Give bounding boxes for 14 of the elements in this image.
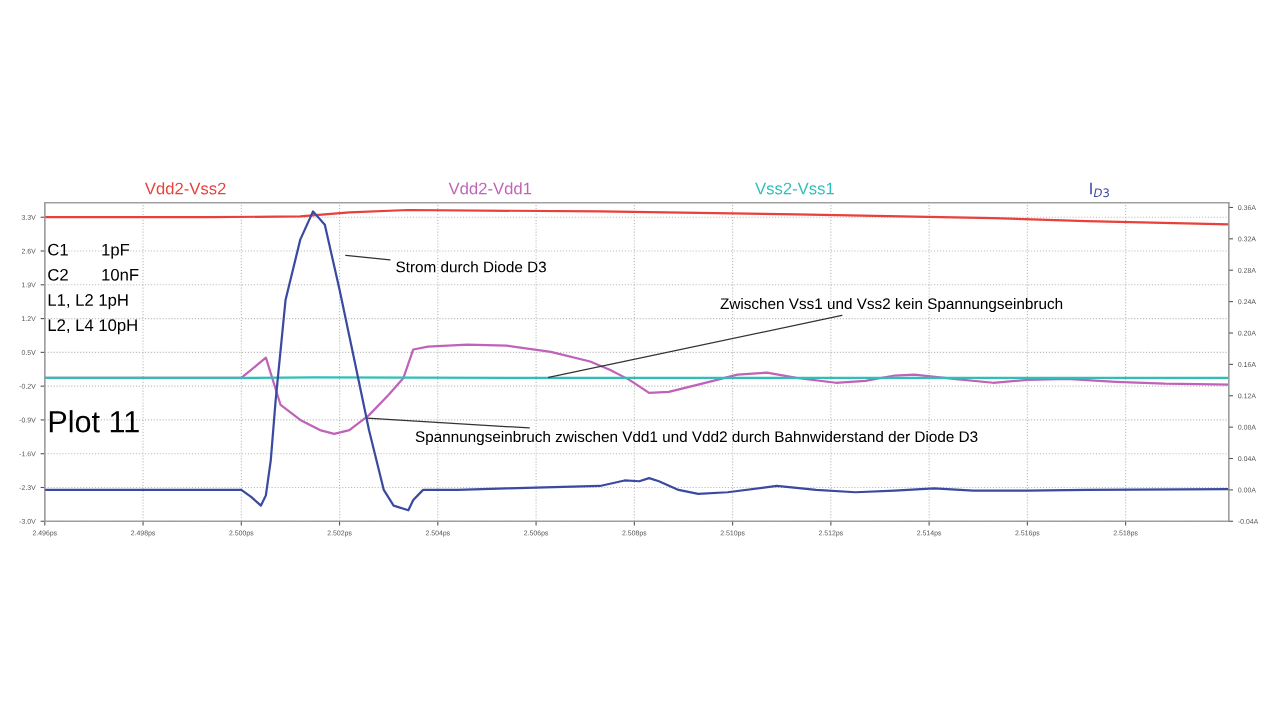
annotation: Strom durch Diode D3 — [396, 261, 546, 273]
text: Vss2-Vss1 — [755, 182, 834, 195]
annotation: C1 1pF — [48, 243, 130, 259]
series-label: Vdd2-Vss2 — [144, 182, 226, 195]
annotation: Spannungseinbruch zwischen Vdd1 und Vdd2 durch Bahnwiderstand der Diode D3 — [415, 430, 978, 446]
line-series — [44, 210, 1229, 512]
text: I$_{D3}$ — [1090, 182, 1109, 198]
text: Vdd2-Vdd1 — [448, 182, 532, 195]
annotation: L1, L2 1pH — [48, 294, 128, 310]
annotation: Zwischen Vss1 und Vss2 kein Spannungseinbruch — [720, 297, 1063, 313]
annotation: Plot 11 — [49, 410, 139, 433]
annotation: L2, L4 10pH — [48, 319, 137, 335]
line-series — [44, 208, 1229, 226]
annotation: C2 10nF — [48, 268, 139, 281]
